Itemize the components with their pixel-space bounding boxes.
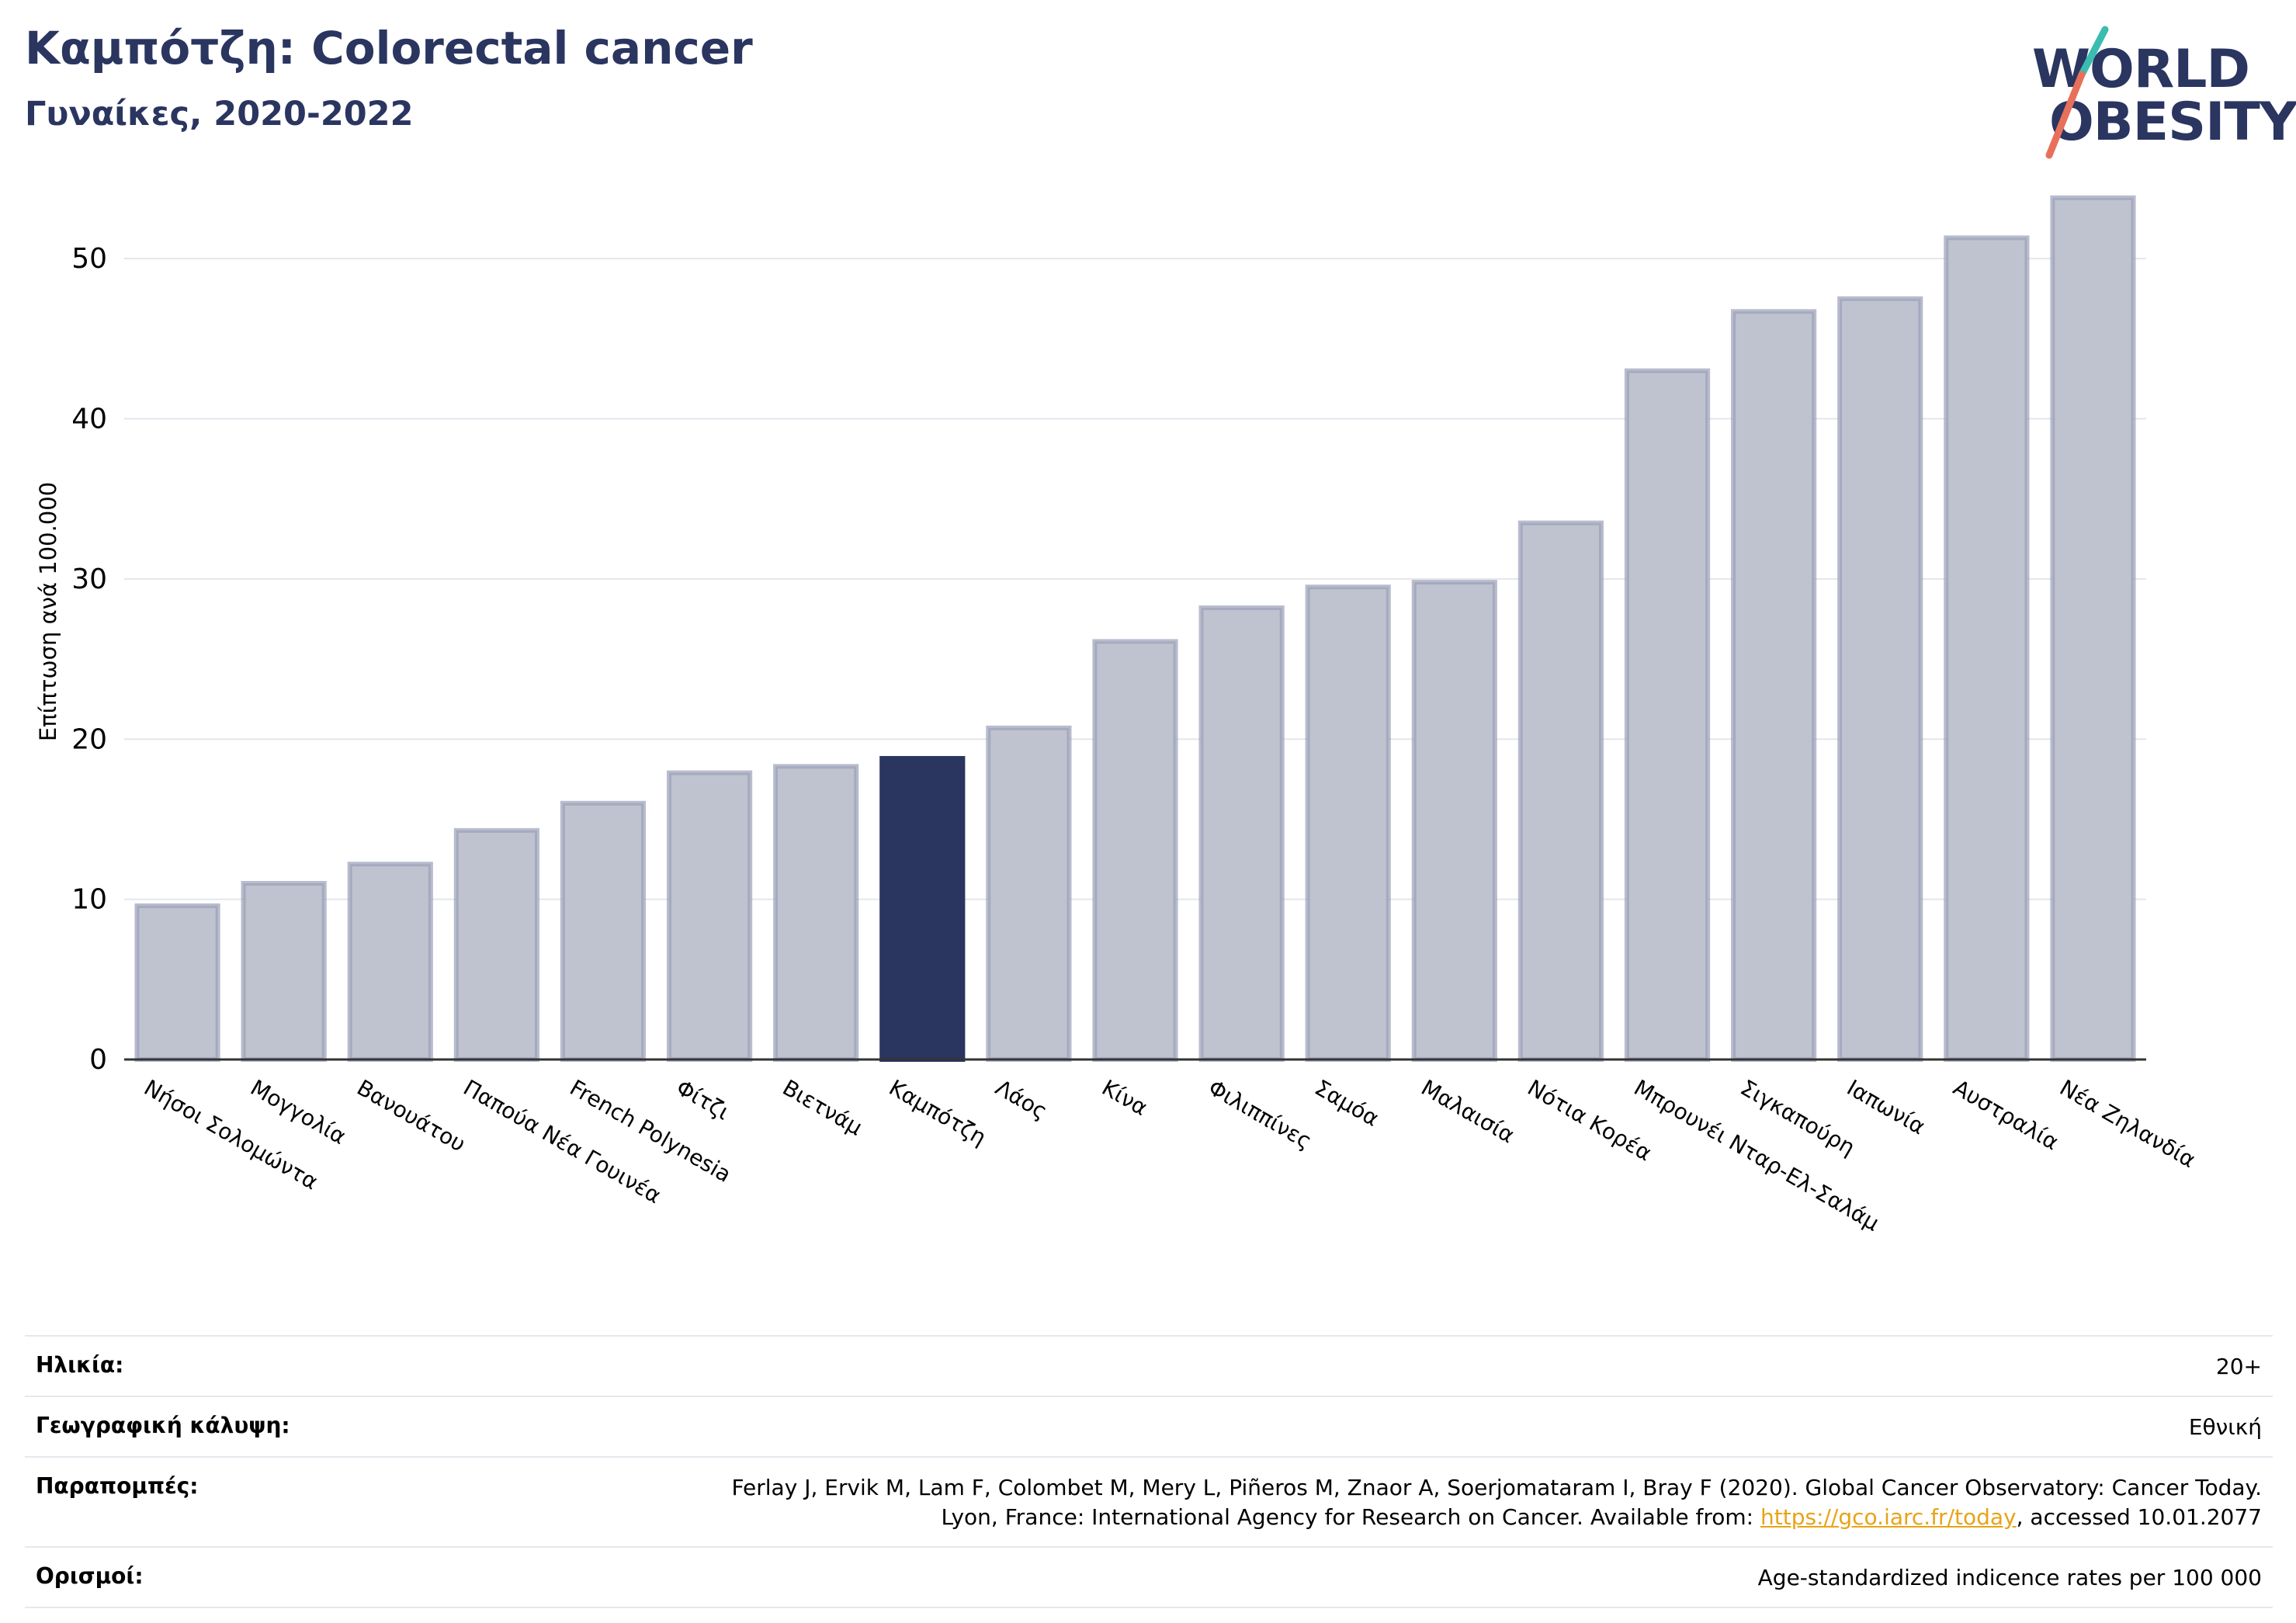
chart-title: Καμπότζη: Colorectal cancer (25, 22, 753, 75)
bar (560, 800, 647, 1063)
bar (773, 764, 859, 1062)
bar (1305, 584, 1391, 1062)
bar (2050, 195, 2136, 1062)
reference-link[interactable]: https://gco.iarc.fr/today (1760, 1504, 2017, 1530)
x-tick-label: Μαλαισία (1417, 1074, 1519, 1148)
info-value-age: 20+ (2215, 1354, 2262, 1379)
bar (134, 903, 220, 1062)
info-value-definitions: Age-standardized indicence rates per 100… (1757, 1565, 2262, 1590)
info-row-references: Παραπομπές: Ferlay J, Ervik M, Lam F, Co… (25, 1456, 2273, 1546)
x-tick-label: Νέα Ζηλανδία (2055, 1074, 2200, 1173)
x-tick-label: Βανουάτου (352, 1074, 470, 1157)
x-tick-label: Παπούα Νέα Γουινέα (459, 1074, 665, 1209)
logo-text-world: WORLD (2032, 39, 2250, 100)
x-tick-label: Λάος (991, 1074, 1052, 1124)
logo-slash-icon (2045, 26, 2109, 159)
info-label-definitions: Ορισμοί: (36, 1563, 144, 1589)
x-tick-label: Νήσοι Σολομώντα (140, 1074, 322, 1195)
y-axis-label: Επίπτωση ανά 100.000 (35, 482, 61, 741)
info-table: Ηλικία: 20+ Γεωγραφική κάλυψη: Εθνική Πα… (25, 1335, 2273, 1608)
bar (879, 756, 966, 1062)
x-tick-label: Κίνα (1098, 1074, 1152, 1121)
info-value-coverage: Εθνική (2188, 1414, 2262, 1440)
bar (1731, 309, 1817, 1063)
info-label-references: Παραπομπές: (36, 1473, 199, 1499)
bar (1411, 580, 1497, 1062)
x-tick-label: Καμπότζη (885, 1074, 990, 1150)
info-row-coverage: Γεωγραφική κάλυψη: Εθνική (25, 1396, 2273, 1456)
info-row-definitions: Ορισμοί: Age-standardized indicence rate… (25, 1546, 2273, 1608)
bar (1837, 296, 1923, 1063)
info-label-coverage: Γεωγραφική κάλυψη: (36, 1413, 290, 1438)
bar (241, 881, 327, 1062)
y-tick-label: 0 (89, 1044, 107, 1076)
y-tick-label: 40 (71, 404, 107, 435)
bar (453, 827, 539, 1063)
x-tick-label: Αυστραλία (1949, 1074, 2063, 1155)
x-tick-label: Φιλιππίνες (1204, 1074, 1316, 1154)
reference-line-2-prefix: Lyon, France: International Agency for R… (941, 1504, 1760, 1530)
bars (134, 195, 2136, 1063)
x-tick-label: Φίτζι (672, 1074, 734, 1125)
y-tick-label: 30 (71, 564, 107, 595)
bar (1624, 368, 1711, 1062)
bar (1092, 639, 1178, 1062)
chart-subtitle: Γυναίκες, 2020-2022 (25, 95, 414, 134)
logo-text-obesity: OBESITY (2049, 92, 2296, 153)
bar (347, 862, 433, 1062)
reference-line-1: Ferlay J, Ervik M, Lam F, Colombet M, Me… (731, 1475, 2262, 1500)
x-tick-label: Ιαπωνία (1843, 1074, 1930, 1139)
bar (986, 725, 1072, 1062)
x-tick-label: Σαμόα (1310, 1074, 1383, 1131)
world-obesity-logo: WORLD OBESITY (2018, 23, 2296, 163)
info-label-age: Ηλικία: (36, 1352, 124, 1378)
bar (666, 770, 753, 1062)
bar (1517, 520, 1604, 1062)
info-row-age: Ηλικία: 20+ (25, 1335, 2273, 1396)
bar (1944, 235, 2030, 1063)
y-tick-label: 50 (71, 243, 107, 275)
reference-line-2-suffix: , accessed 10.01.2077 (2016, 1504, 2262, 1530)
x-tick-label: Βιετνάμ (779, 1074, 867, 1140)
info-value-references: Ferlay J, Ervik M, Lam F, Colombet M, Me… (731, 1473, 2262, 1532)
y-tick-label: 10 (71, 884, 107, 916)
bar (1198, 605, 1285, 1062)
y-tick-label: 20 (71, 723, 107, 755)
